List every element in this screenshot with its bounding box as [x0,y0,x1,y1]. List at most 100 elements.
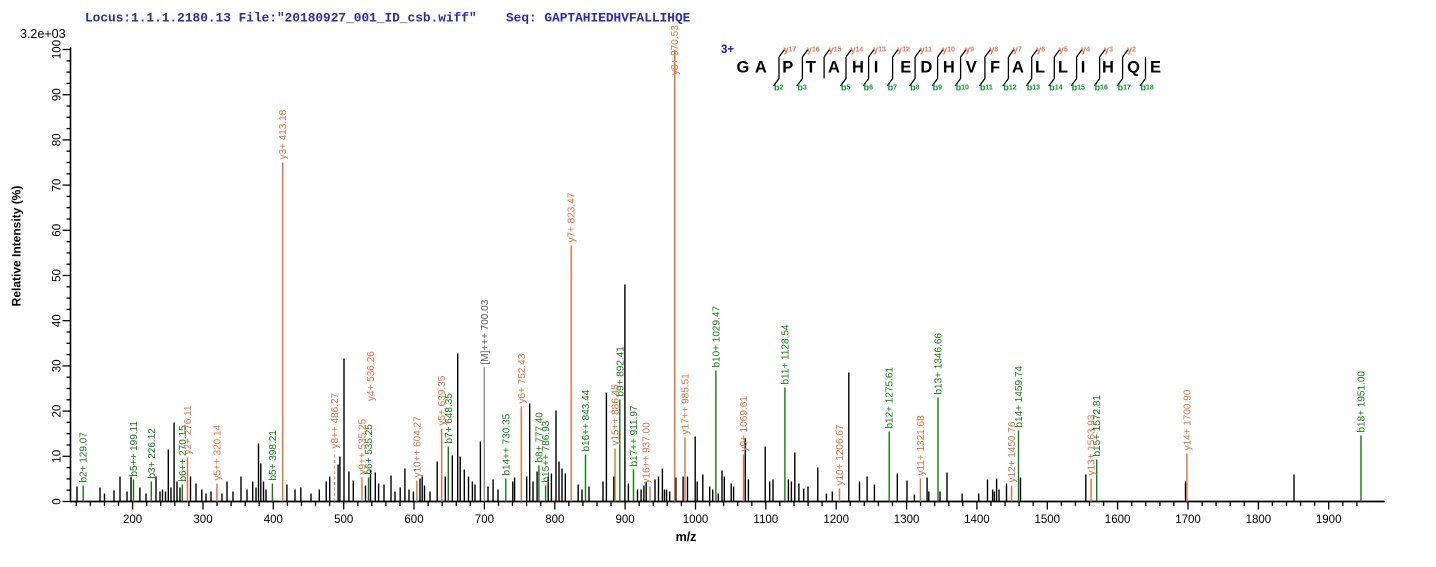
svg-text:300: 300 [193,514,212,526]
svg-text:y9+ 1069.61: y9+ 1069.61 [739,396,750,452]
svg-text:P: P [782,59,793,77]
svg-text:y8++ 486.27: y8++ 486.27 [330,392,341,448]
svg-text:1600: 1600 [1105,514,1131,526]
svg-text:b3: b3 [797,83,807,93]
svg-text:y17: y17 [784,45,797,55]
svg-text:y6: y6 [1036,45,1045,55]
svg-text:b15++ 786.93: b15++ 786.93 [541,420,552,482]
svg-text:y8: y8 [989,45,998,55]
svg-text:b12+ 1275.61: b12+ 1275.61 [885,367,896,429]
svg-text:b15+ 1572.81: b15+ 1572.81 [1092,395,1103,457]
svg-text:y17++ 985.51: y17++ 985.51 [681,373,692,435]
svg-text:b7: b7 [888,83,898,93]
svg-text:b8+ 777.40: b8+ 777.40 [534,412,545,463]
svg-text:1100: 1100 [753,514,778,526]
svg-text:500: 500 [334,514,353,526]
svg-text:1700: 1700 [1175,514,1201,526]
svg-text:b18: b18 [1141,83,1154,93]
svg-text:F: F [990,59,1000,77]
svg-text:Locus:1.1.1.2180.13 File:"2018: Locus:1.1.1.2180.13 File:"20180927_001_I… [85,11,477,26]
svg-text:y3: y3 [1104,45,1113,55]
svg-text:y14+ 1700.90: y14+ 1700.90 [1182,389,1193,450]
svg-text:y13+ 1563.93: y13+ 1563.93 [1087,414,1098,475]
svg-text:b17++ 911.97: b17++ 911.97 [629,405,640,466]
svg-text:y2+ 276.11: y2+ 276.11 [183,405,194,454]
svg-text:600: 600 [404,514,423,526]
svg-text:b5++ 199.11: b5++ 199.11 [129,421,140,477]
svg-text:y8+ 970.53: y8+ 970.53 [670,25,681,75]
svg-text:b15: b15 [1072,83,1085,93]
svg-text:b10: b10 [956,83,969,93]
svg-text:1200: 1200 [823,514,849,526]
svg-text:G: G [736,59,749,77]
svg-text:y13: y13 [873,45,886,55]
svg-text:40: 40 [52,314,64,327]
svg-text:y15: y15 [829,45,842,55]
svg-text:80: 80 [52,134,64,147]
svg-text:10: 10 [52,450,64,463]
svg-text:b16: b16 [1095,83,1108,93]
svg-text:y12+ 1450.76: y12+ 1450.76 [1007,421,1018,482]
svg-text:D: D [920,59,932,77]
svg-text:T: T [806,59,816,77]
svg-text:3+: 3+ [721,44,734,56]
svg-text:Seq: GAPTAHIEDHVFALLIHQE: Seq: GAPTAHIEDHVFALLIHQE [506,11,691,26]
svg-text:b3+ 226.12: b3+ 226.12 [147,428,158,479]
svg-text:y11: y11 [920,45,933,55]
svg-text:b6++ 270.15: b6++ 270.15 [178,425,189,482]
svg-text:b9: b9 [933,83,943,93]
svg-text:b13: b13 [1027,83,1040,93]
svg-text:b6+ 535.25: b6+ 535.25 [364,424,375,475]
svg-text:60: 60 [52,224,64,237]
svg-text:H: H [943,59,955,77]
svg-text:b14+ 1459.74: b14+ 1459.74 [1014,366,1025,428]
svg-text:A: A [828,59,840,77]
svg-text:y2: y2 [1127,45,1136,55]
svg-text:A: A [755,59,767,77]
svg-text:I: I [874,59,879,77]
svg-text:y16++ 937.00: y16++ 937.00 [642,422,653,484]
svg-text:y12: y12 [897,45,910,55]
svg-text:800: 800 [545,514,564,526]
svg-text:b6: b6 [864,83,874,93]
svg-text:700: 700 [475,514,494,526]
svg-text:b9+ 892.41: b9+ 892.41 [615,346,626,397]
svg-text:200: 200 [123,514,142,526]
svg-text:Relative Intensity (%): Relative Intensity (%) [10,186,24,307]
svg-text:y4+ 536.26: y4+ 536.26 [366,351,377,401]
svg-text:70: 70 [52,179,64,192]
svg-text:1300: 1300 [894,514,920,526]
svg-text:20: 20 [52,405,64,418]
svg-text:[M]+++ 700.03: [M]+++ 700.03 [480,299,491,364]
svg-text:b12: b12 [1003,83,1016,93]
svg-text:y5++ 320.14: y5++ 320.14 [212,424,223,480]
svg-text:0: 0 [52,498,64,504]
svg-text:y10++ 604.27: y10++ 604.27 [412,416,423,478]
svg-text:y7: y7 [1013,45,1022,55]
svg-text:b11: b11 [980,83,993,93]
svg-text:b13+ 1346.66: b13+ 1346.66 [934,333,945,395]
svg-text:b8: b8 [910,83,920,93]
svg-text:1800: 1800 [1246,514,1272,526]
svg-text:Q: Q [1127,59,1140,77]
svg-text:y6+ 752.43: y6+ 752.43 [517,353,528,403]
svg-text:m/z: m/z [676,530,697,544]
svg-text:y9++ 535.25: y9++ 535.25 [358,418,369,474]
svg-text:b17: b17 [1118,83,1131,93]
svg-text:y5+ 639.35: y5+ 639.35 [437,375,448,425]
svg-text:y9: y9 [965,45,974,55]
svg-text:y15++ 886.45: y15++ 886.45 [611,384,622,446]
svg-text:y11+ 1321.68: y11+ 1321.68 [916,415,927,476]
svg-text:H: H [1102,59,1114,77]
svg-text:90: 90 [52,88,64,101]
svg-text:L: L [1035,59,1045,77]
svg-text:b10+ 1029.47: b10+ 1029.47 [711,306,722,368]
svg-text:A: A [1012,59,1024,77]
svg-text:E: E [1150,59,1161,77]
svg-text:y5: y5 [1059,45,1068,55]
svg-text:1500: 1500 [1035,514,1061,526]
svg-text:b7+ 648.35: b7+ 648.35 [444,393,455,444]
svg-text:y14: y14 [851,45,864,55]
svg-text:V: V [966,59,977,77]
svg-text:1400: 1400 [964,514,990,526]
